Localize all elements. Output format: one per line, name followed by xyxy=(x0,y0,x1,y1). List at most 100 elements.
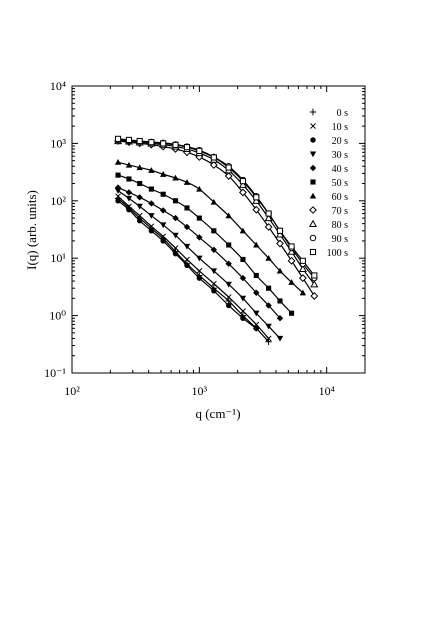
triangle-down-marker xyxy=(125,195,133,202)
data-point xyxy=(159,222,167,229)
triangle-up-marker xyxy=(159,171,167,177)
data-point xyxy=(239,178,246,185)
diamond-marker xyxy=(252,205,261,214)
diamond-marker xyxy=(225,260,232,267)
data-point xyxy=(265,302,272,309)
triangle-down-marker xyxy=(114,188,122,194)
data-point xyxy=(225,164,232,171)
data-point xyxy=(148,139,155,146)
data-point xyxy=(115,172,121,178)
data-point xyxy=(125,161,133,168)
square-marker xyxy=(210,154,217,161)
square-marker xyxy=(172,141,179,149)
triangle-up-marker xyxy=(114,159,122,165)
circle-marker xyxy=(136,217,143,224)
triangle-up-marker xyxy=(136,164,143,171)
circle-marker xyxy=(172,250,179,257)
diamond-marker xyxy=(224,172,233,180)
data-point xyxy=(264,213,273,222)
data-point xyxy=(196,255,203,262)
data-point xyxy=(184,205,190,211)
cross-marker-b xyxy=(148,223,155,230)
data-point xyxy=(288,243,295,250)
diamond-marker xyxy=(125,189,133,196)
data-point xyxy=(225,212,232,219)
square-marker xyxy=(126,176,132,182)
triangle-up-marker xyxy=(252,196,261,204)
diamond-marker xyxy=(298,274,307,283)
y-tick-label: 10² xyxy=(50,194,66,208)
data-point xyxy=(240,315,246,321)
diamond-marker xyxy=(196,234,203,241)
data-point xyxy=(287,256,296,265)
triangle-up-marker xyxy=(264,213,273,222)
legend-marker xyxy=(309,108,317,116)
legend-label: 60 s xyxy=(332,192,349,203)
data-point xyxy=(225,294,232,301)
legend-marker xyxy=(310,123,316,129)
legend-marker xyxy=(309,234,317,242)
data-point xyxy=(265,323,272,330)
data-point xyxy=(224,172,233,180)
triangle-down-marker xyxy=(172,232,179,239)
data-point xyxy=(210,268,218,275)
data-point xyxy=(239,274,247,282)
data-point xyxy=(172,214,179,222)
data-point xyxy=(210,246,218,254)
data-point xyxy=(172,245,179,252)
legend-marker xyxy=(310,179,316,185)
data-point xyxy=(288,310,295,316)
legend-marker xyxy=(309,192,317,199)
data-point xyxy=(253,310,260,317)
diamond-marker xyxy=(309,206,317,214)
square-marker xyxy=(309,248,317,256)
data-point xyxy=(160,233,167,240)
data-point xyxy=(265,338,272,345)
data-point xyxy=(136,212,143,219)
data-point xyxy=(276,267,284,274)
square-marker xyxy=(160,140,167,147)
fit-line xyxy=(117,161,304,294)
square-marker xyxy=(136,137,143,145)
square-marker xyxy=(115,172,121,178)
circle-marker xyxy=(253,325,259,332)
triangle-up-marker xyxy=(310,280,319,288)
data-point xyxy=(210,154,217,161)
diamond-marker xyxy=(136,194,143,201)
data-point xyxy=(126,206,132,213)
x-axis-title: q (cm⁻¹) xyxy=(195,406,240,421)
cross-marker-b xyxy=(225,294,232,301)
data-point xyxy=(125,195,133,202)
data-point xyxy=(210,280,217,287)
data-point xyxy=(211,288,217,294)
legend-label: 30 s xyxy=(332,150,349,161)
cross-marker-b xyxy=(115,193,121,200)
data-point xyxy=(276,227,284,234)
data-point xyxy=(238,180,247,188)
square-marker xyxy=(253,194,260,201)
y-tick-label: 10⁰ xyxy=(49,309,66,323)
triangle-up-marker xyxy=(288,279,295,285)
data-point xyxy=(310,280,319,288)
data-point xyxy=(160,191,166,197)
data-point xyxy=(159,207,167,214)
axis-ticks xyxy=(71,85,366,374)
data-point xyxy=(136,137,143,145)
data-point xyxy=(239,227,247,234)
legend-label: 50 s xyxy=(332,178,349,189)
data-point xyxy=(172,198,179,204)
legend-marker xyxy=(310,137,316,143)
legend-marker xyxy=(308,219,318,228)
diamond-marker xyxy=(172,214,179,222)
triangle-up-marker xyxy=(225,212,232,219)
diamond-marker xyxy=(309,164,317,172)
data-point xyxy=(276,315,284,322)
circle-marker xyxy=(309,234,317,242)
triangle-up-marker xyxy=(299,289,307,296)
data-point xyxy=(310,292,319,300)
legend-label: 0 s xyxy=(337,108,349,119)
data-points xyxy=(114,135,319,345)
legend-label: 10 s xyxy=(332,122,349,133)
square-marker xyxy=(137,180,143,187)
data-point xyxy=(209,161,218,169)
